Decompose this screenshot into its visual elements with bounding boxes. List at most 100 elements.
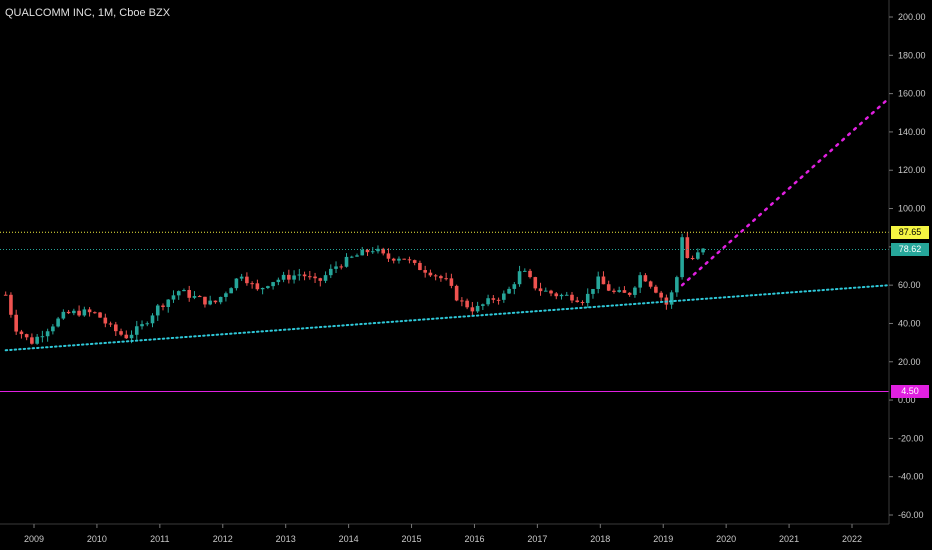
time-tick-label: 2009 <box>24 534 44 544</box>
time-tick-label: 2017 <box>527 534 547 544</box>
candle-down <box>496 299 501 301</box>
candle-up <box>701 248 705 253</box>
candle-up <box>376 248 380 252</box>
price-tick-label: 120.00 <box>898 165 926 175</box>
candle-down <box>418 262 422 271</box>
candle-down <box>287 274 291 280</box>
candle-up <box>224 293 228 297</box>
candle-down <box>538 288 543 292</box>
candle-down <box>318 278 323 281</box>
price-tick-label: 200.00 <box>898 12 926 22</box>
projection-trend-line[interactable] <box>680 96 892 287</box>
candle-down <box>339 266 344 268</box>
candle-up <box>559 294 564 297</box>
candle-up <box>475 305 480 312</box>
candle-up <box>234 278 239 289</box>
candle-down <box>66 311 71 314</box>
candle-down <box>454 285 459 301</box>
candle-up <box>229 288 233 294</box>
price-tick-label: 160.00 <box>898 89 926 99</box>
candle-up <box>334 266 338 269</box>
candle-up <box>696 252 700 259</box>
candle-up <box>523 270 527 272</box>
candle-up <box>145 323 150 325</box>
time-tick-label: 2021 <box>779 534 799 544</box>
candle-up <box>617 290 621 292</box>
time-tick-label: 2019 <box>653 534 673 544</box>
candle-up <box>370 251 375 253</box>
candle-up <box>82 309 87 316</box>
candle-down <box>245 276 249 284</box>
target-price-badge: 4.50 <box>891 384 929 398</box>
candle-up <box>512 284 517 289</box>
candle-down <box>119 331 123 335</box>
candle-up <box>155 305 160 316</box>
candle-up <box>140 324 144 327</box>
candle-down <box>30 337 34 344</box>
candle-up <box>360 249 365 256</box>
candle-down <box>601 276 606 285</box>
candle-down <box>302 274 307 277</box>
candle-down <box>197 296 202 298</box>
price-tick-label: 40.00 <box>898 318 921 328</box>
candle-up <box>344 256 349 267</box>
candle-up <box>397 258 401 261</box>
candle-down <box>14 314 18 332</box>
candle-down <box>654 286 658 293</box>
candle-up <box>218 296 223 303</box>
candle-up <box>61 311 66 319</box>
candle-up <box>481 304 485 306</box>
time-tick-label: 2018 <box>590 534 610 544</box>
candle-down <box>103 317 108 324</box>
candle-down <box>428 272 433 276</box>
candle-down <box>575 300 580 303</box>
candle-up <box>297 274 302 276</box>
candle-down <box>365 249 370 253</box>
candle-up <box>281 274 286 280</box>
candle-up <box>543 290 548 292</box>
price-axis[interactable]: 200.00180.00160.00140.00120.00100.0080.0… <box>889 12 926 520</box>
candle-down <box>250 283 254 285</box>
candle-up <box>585 293 590 303</box>
candle-down <box>444 278 448 280</box>
candle-down <box>381 248 386 254</box>
time-tick-label: 2015 <box>402 534 422 544</box>
time-tick-label: 2014 <box>339 534 359 544</box>
time-tick-label: 2011 <box>150 534 169 544</box>
candle-down <box>690 258 695 260</box>
time-axis[interactable]: 2009 2010 2011 2012 2013 2014 2015 2016 2017 2018… <box>24 524 862 544</box>
time-tick-label: 2022 <box>842 534 862 544</box>
candle-up <box>51 326 55 332</box>
candle-up <box>517 271 522 285</box>
candle-up <box>171 295 176 300</box>
candle-up <box>486 298 490 305</box>
resistance-price-badge: 87.65 <box>891 225 929 239</box>
candle-up <box>166 299 171 307</box>
candle-up <box>56 318 60 327</box>
candle-down <box>659 292 663 298</box>
candle-down <box>98 312 102 318</box>
candle-up <box>596 276 601 289</box>
time-tick-label: 2020 <box>716 534 736 544</box>
candle-up <box>266 286 270 288</box>
candle-down <box>622 290 627 293</box>
candle-down <box>423 270 427 273</box>
candle-up <box>276 279 281 283</box>
support-trend-line[interactable] <box>4 284 891 352</box>
candle-down <box>439 276 443 279</box>
candle-down <box>255 283 260 290</box>
candle-down <box>9 294 13 315</box>
candle-up <box>150 315 155 324</box>
candle-down <box>554 293 559 297</box>
candle-up <box>260 287 265 290</box>
candle-up <box>292 275 296 280</box>
candle-up <box>355 255 359 257</box>
candle-down <box>412 260 417 263</box>
candle-up <box>680 237 684 278</box>
price-tick-label: 180.00 <box>898 50 926 60</box>
candle-up <box>675 277 679 293</box>
price-tick-label: 20.00 <box>898 357 921 367</box>
candle-down <box>407 259 412 261</box>
candle-up <box>45 331 50 337</box>
